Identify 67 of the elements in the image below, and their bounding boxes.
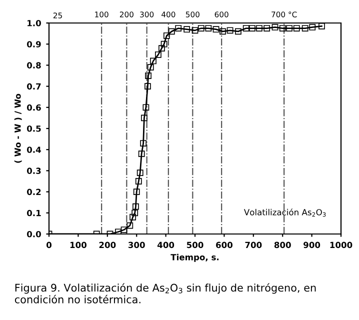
point: [175, 25, 182, 32]
x-tick-label: 0: [46, 242, 52, 248]
point: [168, 28, 175, 35]
point: [147, 64, 154, 71]
y-tick-label: 0.9: [27, 41, 41, 48]
point: [136, 170, 144, 176]
y-tick-label: 0.8: [27, 62, 41, 68]
point: [302, 25, 308, 32]
point: [120, 226, 128, 233]
text: Figura 9. Volatilización de As$_{2}$O$_{3}$ sin flujo de nitrógeno, en condición no isotérmica.: [14, 283, 316, 304]
point: [279, 25, 286, 32]
x-tick-label: 800: [274, 242, 291, 248]
point: [264, 25, 270, 32]
point: [184, 26, 190, 33]
point: [142, 104, 150, 111]
y-tick-label: 0.7: [27, 83, 41, 90]
point: [309, 24, 316, 30]
x-tick-label: 500: [186, 242, 204, 248]
point: [293, 25, 300, 32]
point: [155, 51, 162, 58]
point: [135, 178, 142, 184]
point: [140, 114, 148, 122]
point: [226, 27, 234, 34]
y-tick-label: 0.3: [27, 168, 41, 174]
x-tick-label: 1000: [330, 242, 352, 248]
point: [272, 24, 278, 30]
x-tick-label: 600: [216, 242, 232, 248]
point: [133, 188, 140, 195]
y-tick-label: 0.6: [27, 104, 41, 111]
y-tick-label: 0.0: [27, 230, 41, 238]
point: [158, 45, 165, 52]
point: [249, 25, 256, 32]
annotation: Volatilización As$_{2}$O$_{3}$: [244, 208, 326, 217]
x-axis-title: Tiempo, s.: [170, 254, 219, 262]
point: [318, 23, 325, 30]
point: [235, 28, 242, 35]
point: [220, 28, 226, 35]
point: [163, 32, 170, 39]
point: [132, 210, 138, 216]
y-axis-title: ( Wo - W ) / Wo: [14, 94, 22, 163]
x-tick-label: 700: [245, 242, 262, 248]
x-tick-label: 900: [304, 242, 320, 248]
point: [212, 26, 220, 33]
point: [192, 27, 198, 34]
y-tick-label: 0.2: [27, 188, 41, 196]
x-tick-label: 300: [128, 242, 145, 248]
point: [140, 140, 147, 146]
point: [144, 83, 151, 90]
x-tick-label: 200: [99, 242, 116, 248]
point: [145, 72, 152, 79]
point: [242, 25, 250, 32]
x-tick-label: 100: [70, 242, 86, 248]
y-tick-label: 0.1: [27, 210, 41, 216]
y-tick-label: 1.0: [28, 20, 41, 26]
x-tick-label: 400: [157, 242, 174, 248]
y-tick-label: 0.4: [27, 146, 41, 153]
point: [150, 58, 156, 64]
point: [130, 214, 136, 220]
point: [160, 40, 168, 48]
y-tick-label: 0.5: [27, 125, 41, 132]
point: [286, 25, 293, 32]
point: [138, 150, 145, 158]
point: [198, 25, 204, 32]
point: [132, 203, 139, 210]
point: [126, 222, 134, 229]
point: [205, 25, 212, 32]
point: [256, 25, 262, 32]
